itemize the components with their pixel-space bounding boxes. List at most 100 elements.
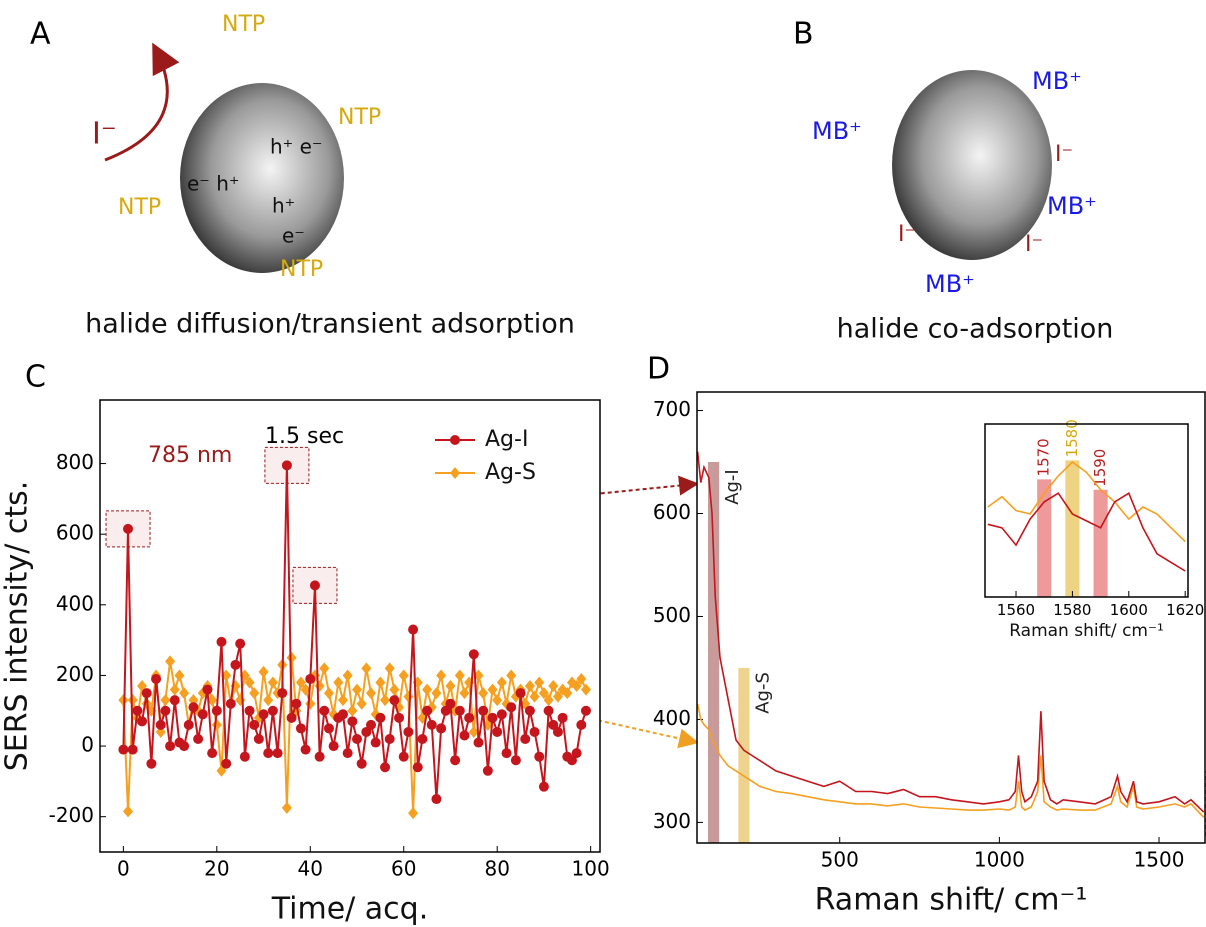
data-point bbox=[272, 748, 283, 759]
data-point bbox=[258, 665, 269, 678]
x-tick-label: 1580 bbox=[1053, 601, 1091, 619]
data-point bbox=[571, 680, 582, 693]
y-tick-label: -200 bbox=[49, 803, 94, 827]
panel-label: A bbox=[30, 17, 51, 52]
data-point bbox=[478, 687, 489, 700]
data-point bbox=[538, 781, 549, 792]
x-tick-label: 1560 bbox=[997, 601, 1035, 619]
data-point bbox=[286, 651, 297, 664]
data-point bbox=[398, 669, 409, 682]
data-point bbox=[267, 676, 278, 689]
data-point bbox=[361, 726, 372, 737]
y-tick-label: 400 bbox=[653, 706, 691, 730]
x-tick-label: 40 bbox=[298, 857, 323, 881]
data-point bbox=[375, 676, 386, 689]
data-point bbox=[151, 673, 162, 684]
data-point bbox=[454, 669, 465, 682]
data-point bbox=[165, 741, 176, 752]
caption: halide co-adsorption bbox=[837, 314, 1114, 345]
data-point bbox=[337, 694, 348, 707]
x-tick-label: 60 bbox=[391, 857, 416, 881]
data-point bbox=[576, 719, 587, 730]
data-point bbox=[557, 712, 568, 723]
data-point bbox=[408, 624, 419, 635]
band-label: 1580 bbox=[1063, 419, 1081, 457]
data-point bbox=[459, 730, 470, 741]
x-tick-label: 500 bbox=[821, 848, 859, 872]
data-point bbox=[169, 683, 180, 696]
x-axis-label: Time/ acq. bbox=[271, 892, 429, 927]
x-tick-label: 1600 bbox=[1110, 601, 1148, 619]
data-point bbox=[235, 638, 246, 649]
data-point bbox=[244, 676, 255, 689]
data-point bbox=[123, 523, 134, 534]
data-point bbox=[160, 694, 171, 707]
legend-marker bbox=[450, 435, 460, 445]
data-point bbox=[543, 694, 554, 707]
data-point bbox=[216, 636, 227, 647]
y-tick-label: 600 bbox=[56, 521, 94, 545]
data-point bbox=[230, 659, 241, 670]
y-tick-label: 700 bbox=[653, 397, 691, 421]
data-point bbox=[267, 705, 278, 716]
data-point bbox=[492, 726, 503, 737]
data-point bbox=[286, 712, 297, 723]
data-point bbox=[281, 460, 292, 471]
x-tick-label: 0 bbox=[117, 857, 130, 881]
data-point bbox=[403, 726, 414, 737]
annotation: 785 nm bbox=[148, 443, 232, 468]
data-point bbox=[445, 680, 456, 693]
highlight-box bbox=[264, 446, 310, 484]
data-point bbox=[239, 751, 250, 762]
legend-label: Ag-I bbox=[485, 427, 528, 452]
molecule: MB⁺ bbox=[1047, 192, 1097, 220]
data-point bbox=[146, 758, 157, 769]
data-point bbox=[375, 712, 386, 723]
data-point bbox=[580, 705, 591, 716]
data-point bbox=[258, 709, 269, 720]
data-point bbox=[193, 734, 204, 744]
data-point bbox=[426, 719, 437, 730]
data-point bbox=[263, 694, 274, 707]
data-point bbox=[295, 676, 306, 689]
data-point bbox=[300, 683, 311, 696]
data-point bbox=[548, 719, 559, 730]
data-point bbox=[487, 683, 498, 696]
molecule: MB⁺ bbox=[812, 117, 862, 145]
carrier: e⁻ bbox=[282, 224, 305, 248]
data-point bbox=[183, 719, 194, 730]
y-tick-label: 800 bbox=[56, 450, 94, 474]
highlight-box bbox=[105, 510, 151, 548]
halide: I⁻ bbox=[92, 117, 117, 152]
data-point bbox=[179, 741, 190, 752]
data-point bbox=[127, 744, 138, 755]
data-point bbox=[118, 744, 129, 755]
x-tick-label: 1620 bbox=[1166, 601, 1204, 619]
data-point bbox=[309, 580, 320, 591]
highlight-band bbox=[1093, 489, 1108, 597]
data-point bbox=[132, 705, 143, 716]
data-point bbox=[221, 758, 232, 769]
data-point bbox=[431, 794, 442, 805]
data-point bbox=[548, 680, 559, 693]
data-point bbox=[249, 687, 260, 700]
halide: I⁻ bbox=[1025, 232, 1043, 257]
data-point bbox=[202, 684, 213, 695]
data-point bbox=[263, 748, 274, 759]
data-point bbox=[319, 705, 330, 716]
x-tick-label: 80 bbox=[484, 857, 509, 881]
halide: I⁻ bbox=[898, 222, 916, 247]
legend-marker bbox=[450, 467, 460, 479]
data-point bbox=[468, 649, 479, 660]
series-line bbox=[987, 461, 1186, 543]
data-point bbox=[165, 655, 176, 668]
data-point bbox=[422, 705, 433, 716]
y-tick-label: 400 bbox=[56, 591, 94, 615]
panel-label: B bbox=[793, 17, 814, 52]
data-point bbox=[323, 723, 334, 734]
data-point bbox=[506, 669, 517, 682]
data-point bbox=[337, 709, 348, 720]
plot-frame bbox=[984, 423, 1189, 598]
data-point bbox=[244, 705, 255, 716]
data-point bbox=[440, 705, 451, 716]
